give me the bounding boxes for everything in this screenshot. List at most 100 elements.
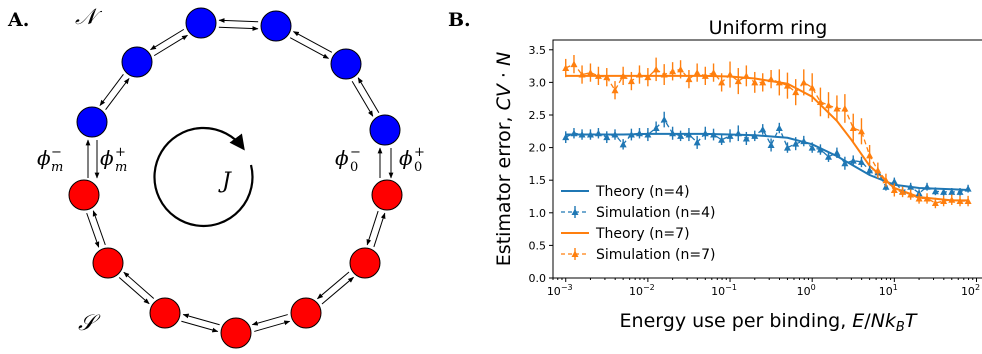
- y-axis-label: Estimator error, CV · N: [493, 52, 515, 266]
- ring-arrow-forward: [366, 210, 379, 246]
- y-tick-label: 1.0: [529, 207, 547, 220]
- ring-arrow-forward: [351, 81, 374, 117]
- y-tick-label: 0.0: [529, 272, 547, 285]
- y-tick-label: 0.5: [529, 239, 547, 252]
- data-point: [866, 151, 874, 159]
- data-point: [940, 188, 948, 195]
- ring-arrow-backward: [181, 320, 219, 333]
- data-point: [923, 183, 931, 190]
- data-point: [931, 199, 939, 207]
- legend-swatch-marker: [571, 250, 579, 257]
- ring-arrow-backward: [150, 28, 185, 51]
- data-point: [562, 133, 570, 141]
- x-axis-label: Energy use per binding, E/NkBT: [620, 310, 918, 335]
- data-point: [759, 125, 767, 133]
- x-tick-label: 10−3: [547, 283, 573, 298]
- data-point: [857, 158, 865, 165]
- plot-frame: [552, 39, 982, 279]
- data-point: [899, 188, 907, 195]
- data-point: [890, 177, 898, 185]
- chart-title: Uniform ring: [709, 17, 828, 39]
- ring-node-blue: [330, 48, 362, 80]
- data-point: [570, 60, 578, 68]
- svg-text:−: −: [350, 145, 361, 160]
- data-point: [693, 138, 701, 146]
- panel-a-label: A.: [7, 9, 29, 31]
- data-point: [767, 141, 775, 148]
- legend-label: Simulation (n=4): [596, 205, 715, 221]
- data-point: [841, 159, 849, 167]
- data-point: [964, 197, 972, 205]
- y-axis-ticks: 0.0 0.5 1.0 1.5 2.0 2.5 3.0 3.5: [529, 44, 553, 285]
- data-point: [833, 149, 841, 156]
- svg-text:ϕ: ϕ: [335, 146, 349, 170]
- data-point: [792, 88, 800, 96]
- panel-a-ring-diagram: A. 𝒩 𝒮 J ϕ − m ϕ + m ϕ − 0 ϕ + 0: [7, 5, 425, 349]
- data-point: [915, 189, 923, 197]
- data-point: [635, 129, 643, 137]
- data-point: [890, 186, 898, 193]
- data-point: [701, 129, 709, 137]
- data-point: [594, 72, 602, 79]
- rate-label-phi-0-plus: ϕ + 0: [399, 145, 425, 175]
- ring-arrow-forward: [153, 34, 188, 57]
- data-point: [734, 129, 742, 137]
- legend-label: Theory (n=7): [595, 226, 690, 242]
- data-point: [619, 140, 627, 148]
- ring-arrow-backward: [373, 212, 386, 248]
- x-tick-label: 10−1: [711, 283, 737, 298]
- data-point: [751, 78, 759, 86]
- data-point: [660, 71, 668, 78]
- rate-label-phi-m-plus: ϕ + m: [100, 145, 127, 175]
- bottom-set-label: 𝒮: [78, 311, 101, 336]
- data-point: [685, 75, 693, 83]
- data-point: [849, 124, 857, 132]
- y-tick-label: 1.5: [529, 174, 547, 187]
- data-point: [652, 65, 660, 73]
- data-point: [956, 188, 964, 195]
- svg-text:+: +: [115, 145, 126, 160]
- data-point: [948, 196, 956, 203]
- series-theory-n-7: [565, 74, 969, 202]
- data-point: [578, 131, 586, 138]
- ring-node-blue: [185, 7, 217, 39]
- legend-entry: Simulation (n=4): [561, 205, 715, 221]
- data-point: [800, 137, 808, 145]
- data-point: [586, 69, 594, 76]
- legend-swatch-marker: [571, 208, 579, 215]
- data-point: [866, 166, 874, 174]
- svg-text:ϕ: ϕ: [37, 146, 51, 170]
- x-tick-label: 10−2: [629, 283, 655, 298]
- ring-node-red: [92, 247, 124, 279]
- ring-arrow-forward: [105, 78, 130, 110]
- ring-node-red: [149, 297, 181, 329]
- legend-entry: Simulation (n=7): [561, 247, 715, 263]
- ring-arrow-backward: [99, 74, 124, 106]
- svg-text:−: −: [51, 145, 62, 160]
- svg-text:0: 0: [350, 160, 358, 175]
- y-tick-label: 3.0: [529, 76, 547, 89]
- y-tick-label: 2.5: [529, 109, 547, 122]
- data-point: [816, 98, 824, 105]
- data-point: [710, 69, 718, 76]
- svg-text:m: m: [115, 160, 127, 175]
- ring-node-blue: [76, 106, 108, 138]
- data-point: [857, 127, 865, 135]
- data-point: [833, 104, 841, 112]
- legend-entry: Theory (n=4): [561, 184, 690, 200]
- data-point: [627, 77, 635, 85]
- data-point: [816, 146, 824, 153]
- ring-arrow-backward: [254, 320, 291, 332]
- data-point: [669, 67, 677, 75]
- ring-arrow-backward: [292, 31, 333, 53]
- data-point: [759, 78, 767, 86]
- data-point: [594, 129, 602, 137]
- data-point: [931, 187, 939, 195]
- ring-node-blue: [369, 114, 401, 146]
- ring-node-red: [68, 179, 100, 211]
- chart-legend: Theory (n=4) Simulation (n=4) Theory (n=7)…: [561, 184, 715, 263]
- data-point: [726, 71, 734, 78]
- data-point: [570, 129, 578, 137]
- data-point: [808, 84, 816, 91]
